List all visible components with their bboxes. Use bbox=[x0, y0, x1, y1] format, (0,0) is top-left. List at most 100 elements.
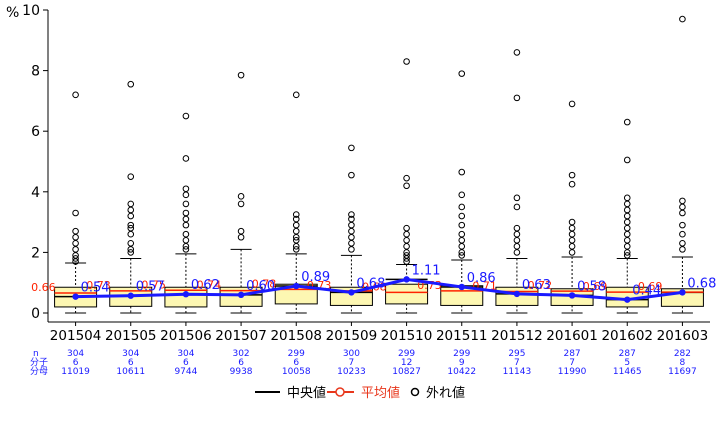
outlier-point bbox=[623, 200, 631, 208]
outlier-point bbox=[458, 243, 466, 250]
mean-label: 0.72 bbox=[528, 279, 553, 292]
outlier-point bbox=[458, 252, 466, 259]
count-denominator: 9744 bbox=[174, 367, 197, 377]
median-label: 0.58 bbox=[577, 279, 606, 294]
count-n: 304 bbox=[122, 349, 139, 359]
outlier-point bbox=[623, 230, 631, 238]
outlier-point bbox=[513, 94, 521, 102]
outlier-point bbox=[292, 233, 300, 241]
median-point bbox=[293, 282, 300, 290]
outlier-point bbox=[513, 249, 521, 256]
y-tick-label: 6 bbox=[31, 124, 40, 140]
y-tick-label: 8 bbox=[31, 64, 40, 80]
outlier-point bbox=[348, 240, 355, 247]
legend-mean-dot bbox=[335, 387, 345, 397]
outlier-point bbox=[237, 233, 245, 241]
x-tick-label: 201504 bbox=[50, 328, 102, 344]
outlier-point bbox=[623, 252, 631, 259]
outlier-point bbox=[513, 224, 521, 232]
box bbox=[385, 283, 429, 305]
outlier-point bbox=[292, 243, 300, 250]
outlier-point bbox=[292, 211, 300, 218]
outlier-point bbox=[72, 246, 79, 253]
count-denominator: 11990 bbox=[558, 367, 587, 377]
outlier-point bbox=[182, 112, 190, 120]
outlier-point bbox=[623, 224, 631, 232]
outlier-point bbox=[403, 230, 410, 238]
outlier-point bbox=[403, 182, 410, 190]
median-label: 0.68 bbox=[356, 276, 385, 291]
outlier-point bbox=[679, 203, 686, 211]
x-tick-label: 201601 bbox=[546, 328, 598, 344]
outlier-point bbox=[513, 236, 521, 244]
count-denominator: 11143 bbox=[503, 367, 532, 377]
outlier-point bbox=[513, 230, 521, 238]
legend-outlier-label: 外れ値 bbox=[426, 385, 465, 401]
count-row-label: n bbox=[33, 349, 39, 359]
count-row-label: 分母 bbox=[30, 366, 48, 377]
count-n: 299 bbox=[288, 349, 305, 359]
outlier-point bbox=[72, 209, 79, 217]
median-label: 0.89 bbox=[301, 270, 330, 285]
outlier-point bbox=[72, 227, 79, 235]
count-n: 282 bbox=[674, 349, 691, 359]
y-tick-label: 10 bbox=[22, 3, 40, 19]
outlier-point bbox=[127, 200, 135, 208]
outlier-point bbox=[458, 168, 466, 176]
outlier-point bbox=[623, 236, 631, 244]
outlier-point bbox=[513, 203, 521, 211]
outlier-point bbox=[623, 118, 631, 126]
count-numerator: 6 bbox=[238, 358, 244, 368]
outlier-point bbox=[568, 243, 576, 250]
median-point bbox=[568, 292, 576, 299]
outlier-point bbox=[72, 240, 79, 247]
outlier-point bbox=[292, 221, 300, 229]
x-tick-label: 201508 bbox=[270, 328, 322, 344]
outlier-point bbox=[348, 211, 355, 218]
median-label: 0.57 bbox=[136, 280, 165, 295]
x-tick-label: 201602 bbox=[601, 328, 653, 344]
outlier-point bbox=[568, 230, 576, 238]
outlier-point bbox=[513, 194, 521, 202]
count-numerator: 5 bbox=[624, 358, 630, 368]
outlier-point bbox=[458, 70, 466, 77]
outlier-point bbox=[127, 246, 135, 253]
y-tick-label: 0 bbox=[31, 306, 40, 322]
outlier-point bbox=[348, 144, 355, 152]
outlier-point bbox=[568, 224, 576, 232]
outlier-point bbox=[72, 91, 79, 99]
outlier-point bbox=[127, 206, 135, 214]
count-n: 287 bbox=[619, 349, 636, 359]
outlier-point bbox=[568, 100, 576, 108]
count-denominator: 10422 bbox=[447, 367, 476, 377]
outlier-point bbox=[127, 240, 135, 247]
count-denominator: 9938 bbox=[230, 367, 253, 377]
legend-mean-label: 平均値 bbox=[361, 385, 400, 401]
outlier-point bbox=[127, 221, 135, 229]
median-series-line bbox=[75, 277, 683, 302]
outlier-point bbox=[182, 221, 190, 229]
outlier-point bbox=[623, 206, 631, 214]
outlier-point bbox=[458, 191, 466, 199]
outlier-point bbox=[182, 185, 190, 193]
outlier-point bbox=[182, 215, 190, 223]
count-numerator: 7 bbox=[569, 358, 575, 368]
outlier-point bbox=[679, 240, 686, 247]
median-point bbox=[237, 291, 245, 299]
legend-median-label: 中央値 bbox=[287, 385, 326, 401]
median-label: 0.63 bbox=[522, 278, 551, 293]
outlier-point bbox=[458, 249, 466, 256]
outlier-point bbox=[458, 230, 466, 238]
outlier-point bbox=[458, 221, 466, 229]
outlier-point bbox=[623, 243, 631, 250]
outlier-point bbox=[127, 212, 135, 220]
count-denominator: 11697 bbox=[668, 367, 697, 377]
count-denominator: 11465 bbox=[613, 367, 642, 377]
count-n: 300 bbox=[343, 349, 360, 359]
outlier-point bbox=[182, 155, 190, 162]
outlier-point bbox=[623, 218, 631, 226]
outlier-point bbox=[679, 221, 686, 229]
x-tick-label: 201506 bbox=[160, 328, 212, 344]
median-point bbox=[348, 289, 355, 296]
